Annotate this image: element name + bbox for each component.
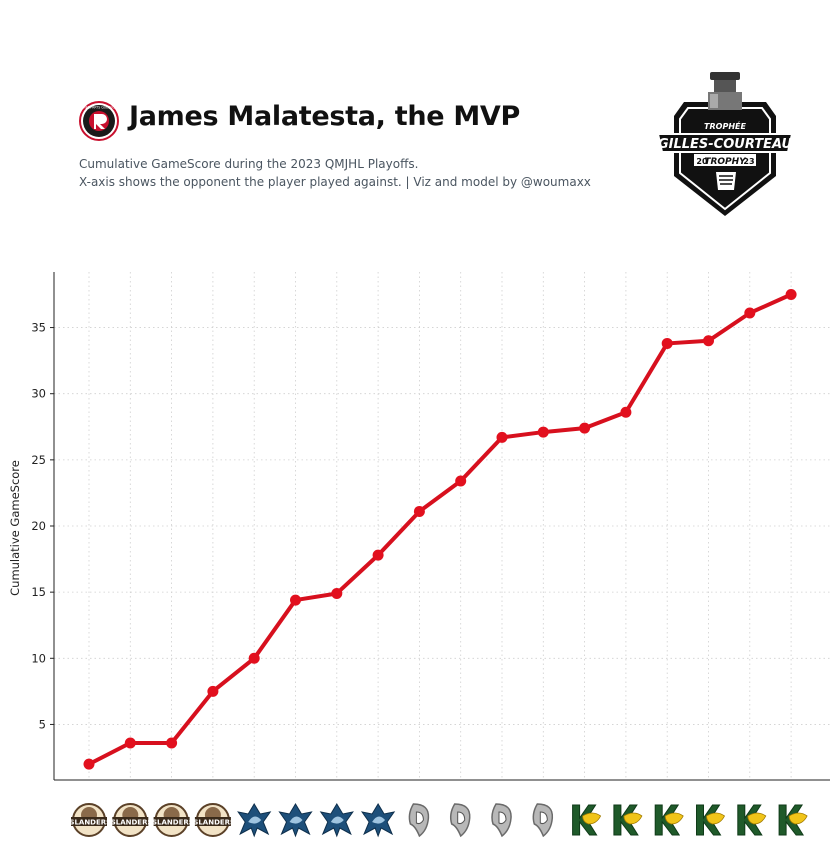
data-point bbox=[413, 505, 425, 517]
data-point bbox=[579, 422, 591, 434]
subtitle-line-1: Cumulative GameScore during the 2023 QMJ… bbox=[79, 157, 419, 171]
page-subtitle: Cumulative GameScore during the 2023 QMJ… bbox=[79, 155, 591, 191]
y-tick-label: 35 bbox=[31, 321, 46, 335]
oceanic-logo-icon bbox=[237, 803, 272, 838]
islanders-logo-icon: ISLANDERS bbox=[67, 803, 111, 837]
data-point bbox=[331, 587, 343, 599]
series-cumulative-gamescore bbox=[83, 288, 797, 770]
y-tick-label: 5 bbox=[39, 717, 46, 731]
sea-dogs-logo-icon bbox=[491, 803, 512, 838]
gilles-courteau-trophy-logo-icon: TROPHÉE GILLES-COURTEAU TROPHY 20 23 bbox=[656, 72, 794, 216]
data-point bbox=[83, 758, 95, 770]
y-tick-label: 15 bbox=[31, 585, 46, 599]
trophy-text-top: TROPHÉE bbox=[704, 120, 746, 131]
trophy-text-main: GILLES-COURTEAU bbox=[658, 137, 793, 152]
data-point bbox=[290, 594, 301, 606]
islanders-logo-text: ISLANDERS bbox=[191, 819, 235, 827]
sea-dogs-logo-icon bbox=[449, 803, 471, 838]
data-point bbox=[537, 426, 549, 438]
data-point bbox=[124, 737, 136, 749]
islanders-logo-text: ISLANDERS bbox=[108, 819, 152, 827]
mooseheads-logo-icon bbox=[654, 804, 684, 836]
mooseheads-logo-icon bbox=[572, 804, 602, 836]
islanders-logo-icon: ISLANDERS bbox=[149, 803, 194, 837]
data-point bbox=[455, 475, 467, 487]
mooseheads-logo-icon bbox=[696, 804, 726, 836]
oceanic-logo-icon bbox=[278, 803, 313, 838]
data-point bbox=[620, 406, 632, 418]
data-point bbox=[372, 549, 384, 561]
data-point bbox=[744, 307, 756, 319]
y-axis-label: Cumulative GameScore bbox=[8, 460, 22, 596]
team-logo-text: REMPARTS QUÉBEC bbox=[83, 105, 115, 110]
trophy-year-left: 20 bbox=[696, 157, 708, 166]
data-point bbox=[703, 335, 714, 347]
islanders-logo-icon: ISLANDERS bbox=[108, 803, 153, 837]
series-line bbox=[87, 292, 794, 767]
data-point bbox=[661, 337, 673, 349]
mooseheads-logo-icon bbox=[613, 804, 643, 836]
y-tick-label: 10 bbox=[31, 651, 46, 665]
remparts-quebec-logo-icon: REMPARTS QUÉBEC bbox=[79, 101, 119, 141]
y-axis-ticks: 5 10 15 20 25 30 35 bbox=[31, 321, 54, 731]
islanders-logo-text: ISLANDERS bbox=[67, 819, 111, 827]
islanders-logo-icon: ISLANDERS bbox=[191, 803, 235, 837]
sea-dogs-logo-icon bbox=[532, 803, 554, 838]
data-point bbox=[166, 737, 178, 749]
trophy-text-bottom: TROPHY bbox=[704, 157, 747, 167]
oceanic-logo-icon bbox=[360, 803, 396, 838]
page-title: James Malatesta, the MVP bbox=[129, 101, 521, 132]
subtitle-line-2: X-axis shows the opponent the player pla… bbox=[79, 175, 591, 189]
mooseheads-logo-icon bbox=[737, 804, 767, 836]
data-point bbox=[785, 288, 797, 300]
mooseheads-logo-icon bbox=[778, 804, 808, 836]
y-tick-label: 25 bbox=[31, 453, 46, 467]
oceanic-logo-icon bbox=[319, 803, 354, 838]
sea-dogs-logo-icon bbox=[408, 803, 430, 838]
y-tick-label: 20 bbox=[31, 519, 46, 533]
data-point bbox=[496, 431, 508, 443]
chart-grid bbox=[54, 272, 830, 780]
data-point bbox=[207, 685, 219, 697]
data-point bbox=[248, 652, 260, 664]
trophy-year-right: 23 bbox=[743, 157, 754, 166]
islanders-logo-text: ISLANDERS bbox=[149, 819, 193, 827]
y-tick-label: 30 bbox=[31, 387, 46, 401]
